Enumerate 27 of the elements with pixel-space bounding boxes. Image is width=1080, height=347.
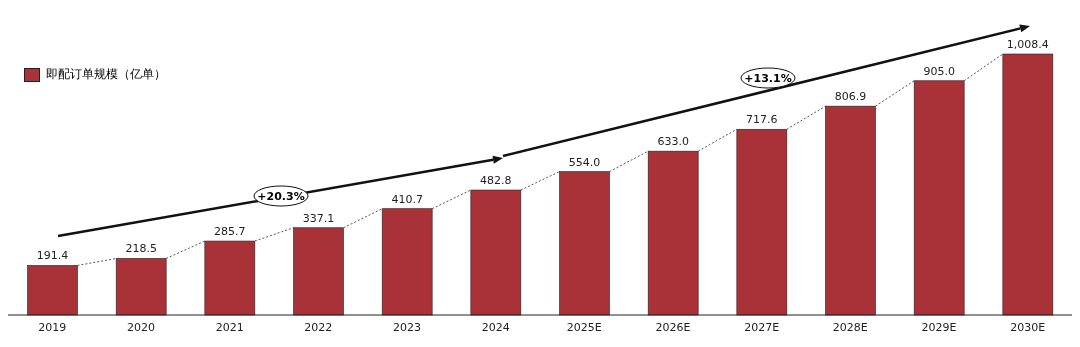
x-tick-label: 2020 (127, 320, 155, 334)
data-label: 717.6 (746, 113, 778, 127)
x-tick-label: 2028E (832, 320, 868, 334)
x-tick-label: 2029E (921, 320, 957, 334)
data-label: 482.8 (480, 174, 512, 188)
x-tick-label: 2022 (304, 320, 333, 334)
data-label: 410.7 (391, 192, 423, 206)
x-tick-label: 2023 (393, 320, 421, 334)
data-label: 633.0 (657, 135, 689, 149)
annotation: +13.1% (744, 72, 792, 85)
x-tick-label: 2025E (566, 320, 602, 334)
x-tick-label: 2026E (655, 320, 691, 334)
annotation: +20.3% (257, 190, 305, 203)
data-label: 218.5 (125, 242, 157, 256)
legend-label: 即配订单规模（亿单） (46, 66, 166, 83)
x-tick-label: 2024 (481, 320, 510, 334)
data-label: 1,008.4 (1006, 38, 1049, 51)
data-label: 191.4 (36, 249, 69, 263)
data-label: 806.9 (834, 90, 867, 104)
x-tick-label: 2030E (1010, 320, 1046, 334)
data-label: 285.7 (214, 225, 246, 239)
x-tick-label: 2021 (215, 320, 244, 334)
data-label: 337.1 (302, 211, 335, 225)
data-label: 905.0 (923, 64, 955, 78)
data-label: 554.0 (568, 155, 601, 169)
x-tick-label: 2027E (744, 320, 780, 334)
x-tick-label: 2019 (38, 320, 67, 334)
